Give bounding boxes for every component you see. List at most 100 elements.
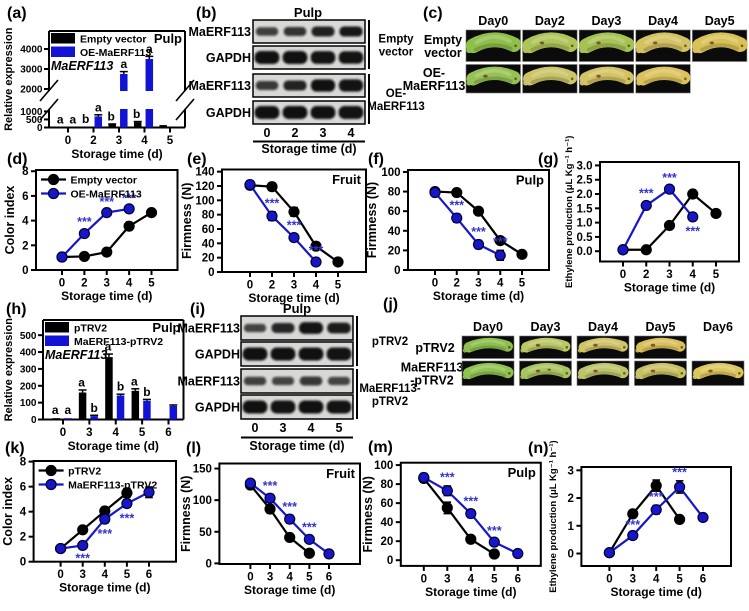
banana	[693, 362, 744, 380]
x-tick-label: 3	[630, 574, 636, 586]
data-point	[663, 219, 676, 232]
y-tick-label: 3000	[20, 65, 43, 76]
stat-letter: a	[120, 57, 127, 71]
legend-item: OE-MaERF113	[41, 187, 142, 200]
series-black	[617, 188, 722, 256]
significance-stars: ***	[287, 219, 302, 233]
protein-band	[243, 376, 267, 386]
series-line	[249, 183, 317, 263]
day-label: Day0	[478, 14, 508, 28]
data-point	[494, 234, 506, 247]
bar	[116, 395, 125, 420]
data-point	[99, 513, 111, 525]
data-point	[640, 244, 652, 256]
blot-row-label: MaERF113	[177, 375, 240, 389]
protein-band	[339, 26, 363, 37]
y-tick-label: 400	[20, 348, 37, 359]
banana-spot	[593, 343, 598, 347]
y-tick-label: 0	[394, 265, 400, 277]
series-blue	[617, 183, 699, 256]
y-tick-label: 0	[22, 265, 28, 277]
gene-label: MaERF113	[51, 59, 113, 73]
data-point	[465, 533, 477, 545]
banana-tip	[570, 44, 574, 48]
y-tick-label: 3.0	[577, 160, 593, 172]
y-tick-label: 4000	[20, 45, 43, 56]
banana-tip	[514, 77, 517, 81]
x-tick-label: 5	[676, 574, 683, 586]
corner-label: Fruit	[332, 172, 362, 187]
data-point	[697, 511, 709, 524]
banana	[463, 337, 513, 353]
x-axis-title: Storage time (d)	[249, 439, 344, 453]
protein-band	[338, 79, 364, 92]
banana-tip	[627, 44, 631, 48]
y-tick-label: 0	[387, 555, 393, 567]
y-axis-title: Ethylene production (μL Kg⁻¹ h⁻¹)	[564, 136, 575, 288]
x-tick-label: 0	[247, 572, 253, 584]
x-tick-label: 0	[247, 280, 253, 292]
protein-band	[299, 322, 323, 334]
banana	[523, 66, 578, 86]
series-line	[59, 492, 128, 550]
photo-row-label: MaERF113	[401, 360, 464, 374]
x-tick-label: 3	[79, 569, 85, 581]
series-line	[608, 483, 681, 554]
day-label: Day0	[473, 320, 503, 334]
banana-highlight	[585, 364, 621, 373]
data-point	[332, 256, 344, 268]
panel-j-photos: Day0 Day3 Day4 Day5 Day6 pTRV2 MaERF113-pTRV2	[401, 320, 745, 387]
y-tick-label: 500	[20, 331, 37, 342]
banana-tip	[565, 372, 569, 375]
data-point	[145, 206, 158, 219]
blot-group-label: pTRV2	[372, 336, 408, 348]
panel-i-blot: Pulp MaERF113 GAPDH pTRV2 MaERF113 GAPDH MaERF…	[177, 301, 420, 453]
y-tick-label: 2	[20, 532, 26, 544]
banana-shade	[586, 43, 626, 52]
data-point	[310, 256, 322, 268]
x-tick-label: 3	[291, 280, 297, 292]
axis-break-slash	[39, 98, 59, 121]
panel-letter-m: (m)	[368, 439, 393, 456]
legend-label: pTRV2	[74, 323, 107, 335]
x-tick-label: 2	[454, 278, 460, 290]
significance-stars: ***	[99, 195, 114, 209]
banana-highlight	[585, 339, 621, 347]
banana-highlight	[643, 364, 678, 373]
data-point	[663, 183, 676, 195]
banana-shade	[473, 43, 513, 52]
data-point	[441, 485, 453, 497]
y-axis-title: Firmness (N)	[365, 182, 379, 258]
panel-letter-c: (c)	[423, 5, 443, 22]
y-tick-label: 1000	[20, 107, 43, 118]
banana-photo	[635, 29, 692, 62]
legend-item: MaERF113-pTRV2	[38, 478, 157, 491]
corner-label: Pulp	[516, 173, 544, 188]
banana-spot	[650, 343, 656, 347]
banana	[520, 362, 571, 380]
banana-shade	[643, 43, 683, 52]
x-tick-label: 3	[267, 572, 273, 584]
data-point	[284, 531, 296, 544]
day-label: Day5	[705, 14, 735, 28]
data-point	[121, 487, 133, 499]
legend-swatch	[51, 33, 75, 44]
x-tick-label: 4	[497, 278, 504, 290]
stat-letter: a	[131, 374, 138, 388]
bar	[133, 122, 142, 128]
banana-photo	[692, 29, 748, 62]
stat-letter: a	[64, 403, 71, 417]
y-tick-label: 0.5	[577, 232, 594, 244]
y-tick-label: 0	[31, 415, 37, 426]
banana-highlight	[644, 34, 682, 45]
panel-h-bar-chart: 0 100 200 300 400 500 0 3 4 5 6 Storage time (d) Rel…	[3, 318, 185, 453]
stat-letter: b	[133, 107, 140, 121]
x-tick-label: 5	[491, 573, 498, 585]
banana-photo	[691, 360, 745, 386]
protein-band	[242, 347, 268, 361]
x-tick-label: 5	[148, 278, 155, 290]
panel-letter-i: (i)	[190, 301, 206, 318]
x-tick-label: 4	[286, 572, 293, 584]
